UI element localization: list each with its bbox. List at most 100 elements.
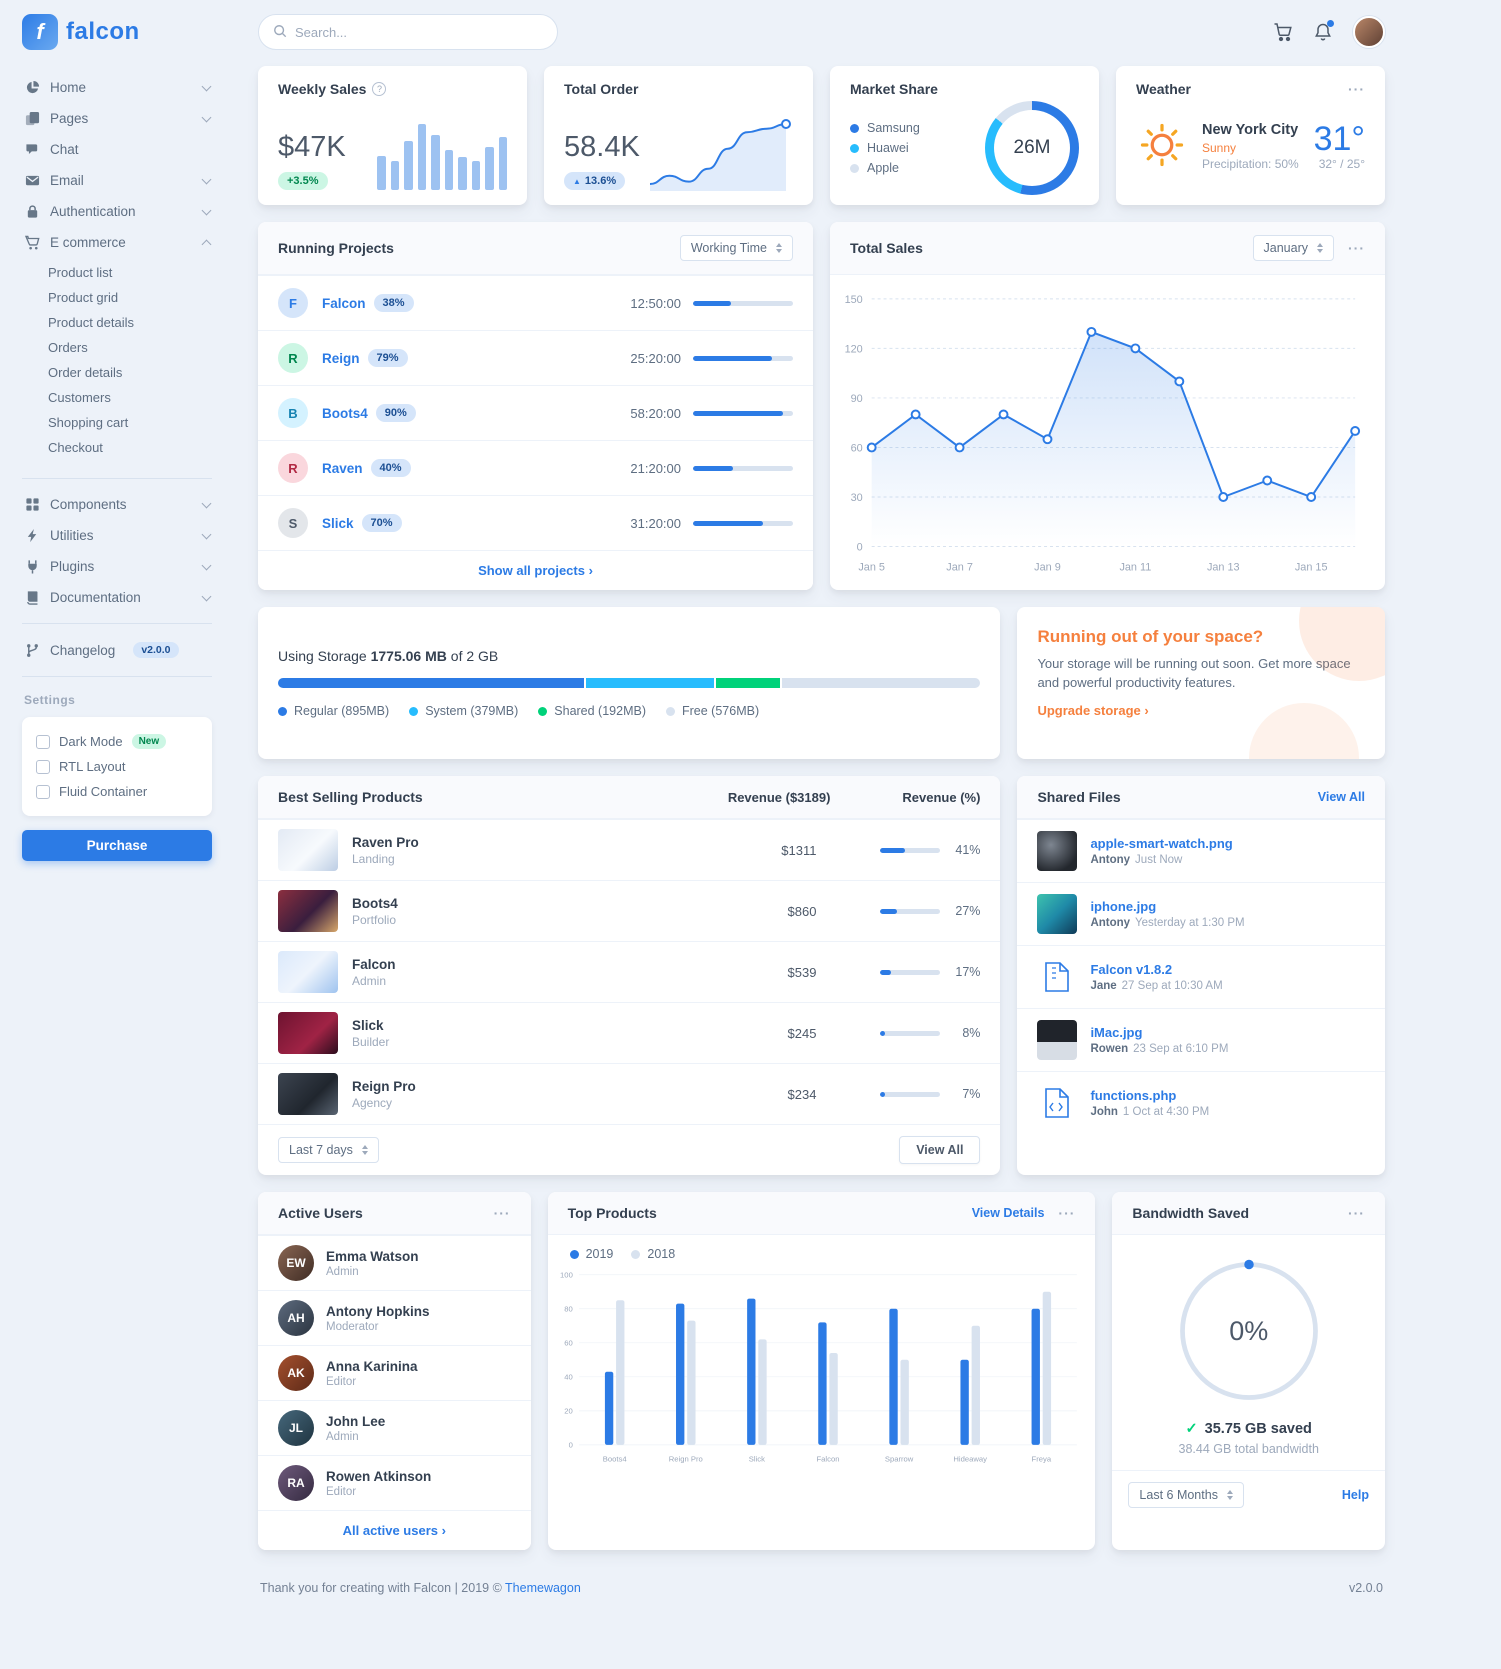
product-name[interactable]: Raven Pro [352, 834, 419, 850]
legend-item: Shared (192MB) [538, 704, 646, 718]
lock-icon [24, 204, 40, 219]
svg-text:Boots4: Boots4 [602, 1455, 627, 1464]
table-row: Raven Pro Landing $1311 41% [258, 819, 1001, 880]
themewagon-link[interactable]: Themewagon [505, 1581, 581, 1595]
list-item: Falcon v1.8.2 Jane 27 Sep at 10:30 AM [1017, 945, 1385, 1008]
sidebar-item-label: E commerce [50, 235, 126, 250]
file-name-link[interactable]: functions.php [1090, 1088, 1177, 1103]
file-name-link[interactable]: apple-smart-watch.png [1090, 836, 1233, 851]
project-name-link[interactable]: Falcon [322, 295, 366, 311]
upgrade-storage-link[interactable]: Upgrade storage › [1037, 702, 1149, 718]
list-item: RA Rowen Atkinson Editor [258, 1455, 531, 1510]
sidebar-item-customers[interactable]: Customers [48, 390, 111, 405]
weekly-sales-value: $47K [278, 131, 346, 164]
view-all-link[interactable]: View All [1317, 790, 1365, 804]
card-menu-icon[interactable]: ··· [493, 1205, 511, 1221]
card-menu-icon[interactable]: ··· [1347, 1205, 1365, 1221]
sidebar-item-product-grid[interactable]: Product grid [48, 290, 119, 305]
file-name-link[interactable]: iMac.jpg [1090, 1025, 1143, 1040]
sidebar-item-changelog[interactable]: Changelog v2.0.0 [22, 634, 212, 666]
project-time: 31:20:00 [630, 515, 681, 531]
user-name-link[interactable]: Rowen Atkinson [326, 1468, 432, 1484]
card-menu-icon[interactable]: ··· [1058, 1205, 1076, 1221]
info-icon[interactable]: ? [372, 82, 387, 96]
help-link[interactable]: Help [1341, 1488, 1369, 1502]
sidebar-item-authentication[interactable]: Authentication [22, 196, 212, 227]
bolt-icon [24, 528, 40, 543]
svg-text:20: 20 [564, 1407, 573, 1416]
avatar: JL [278, 1410, 314, 1446]
search-input[interactable] [295, 24, 543, 40]
user-name-link[interactable]: Anna Karinina [326, 1358, 418, 1374]
user-name-link[interactable]: Emma Watson [326, 1248, 419, 1264]
card-title: Active Users [278, 1205, 363, 1221]
show-all-projects-link[interactable]: Show all projects › [258, 550, 813, 590]
sidebar-item-order-details[interactable]: Order details [48, 365, 123, 380]
user-name-link[interactable]: Antony Hopkins [326, 1303, 430, 1319]
sidebar-item-email[interactable]: Email [22, 165, 212, 196]
product-name[interactable]: Slick [352, 1017, 384, 1033]
product-name[interactable]: Boots4 [352, 895, 398, 911]
project-progress-badge: 90% [375, 404, 416, 422]
sidebar-item-plugins[interactable]: Plugins [22, 551, 212, 582]
comments-icon [24, 142, 40, 157]
storage-row: Using Storage 1775.06 MB of 2 GB Regular… [258, 607, 1385, 759]
bell-icon[interactable] [1313, 20, 1334, 42]
view-all-button[interactable]: View All [899, 1136, 981, 1164]
purchase-button[interactable]: Purchase [22, 830, 212, 861]
sidebar-item-product-details[interactable]: Product details [48, 315, 134, 330]
legend-item: Huawei [850, 138, 920, 158]
month-select[interactable]: January [1252, 235, 1334, 261]
sidebar-item-utilities[interactable]: Utilities [22, 520, 212, 551]
file-name-link[interactable]: iphone.jpg [1090, 899, 1157, 914]
product-name[interactable]: Falcon [352, 956, 396, 972]
chevron-down-icon [201, 174, 212, 184]
brand-logo[interactable]: f falcon [22, 14, 212, 50]
sidebar-item-product-list[interactable]: Product list [48, 265, 113, 280]
project-name-link[interactable]: Boots4 [322, 405, 368, 421]
project-name-link[interactable]: Slick [322, 515, 354, 531]
sidebar-item-chat[interactable]: Chat [22, 134, 212, 165]
working-time-select[interactable]: Working Time [679, 235, 793, 261]
user-name-link[interactable]: John Lee [326, 1413, 386, 1429]
cart-icon[interactable] [1273, 22, 1293, 42]
sidebar-item-documentation[interactable]: Documentation [22, 582, 212, 613]
user-role: Moderator [326, 1320, 379, 1333]
revenue-progress-bar [880, 969, 941, 975]
sidebar-item-ecommerce[interactable]: E commerce [22, 227, 212, 258]
search-icon [273, 24, 287, 41]
card-menu-icon[interactable]: ··· [1348, 240, 1365, 256]
sidebar-item-shopping-cart[interactable]: Shopping cart [48, 415, 129, 430]
card-title: Total Sales [850, 240, 923, 256]
sidebar-item-checkout[interactable]: Checkout [48, 440, 103, 455]
rtl-layout-toggle[interactable]: RTL Layout [36, 754, 198, 779]
fluid-container-toggle[interactable]: Fluid Container [36, 779, 198, 804]
chevron-down-icon [201, 591, 212, 601]
project-name-link[interactable]: Raven [322, 460, 363, 476]
dark-mode-toggle[interactable]: Dark Mode New [36, 729, 198, 754]
list-item: JL John Lee Admin [258, 1400, 531, 1455]
bottom-row: Active Users ··· EW Emma Watson Admin AH … [258, 1192, 1385, 1550]
file-author: John [1090, 1106, 1118, 1118]
project-name-link[interactable]: Reign [322, 350, 360, 366]
user-role: Editor [326, 1485, 357, 1498]
chart-pie-icon [24, 80, 40, 95]
view-details-link[interactable]: View Details [971, 1206, 1045, 1220]
period-select[interactable]: Last 6 Months [1128, 1482, 1244, 1508]
sidebar-item-orders[interactable]: Orders [48, 340, 88, 355]
project-time: 25:20:00 [630, 350, 681, 366]
sidebar-item-home[interactable]: Home [22, 72, 212, 103]
user-avatar[interactable] [1353, 16, 1385, 48]
card-menu-icon[interactable]: ··· [1348, 81, 1365, 97]
product-name[interactable]: Reign Pro [352, 1078, 416, 1094]
total-order-badge: ▲ 13.6% [564, 172, 626, 190]
legend-item: 2018 [631, 1247, 675, 1261]
search-box[interactable] [258, 14, 558, 50]
all-active-users-link[interactable]: All active users › [258, 1510, 531, 1550]
file-name-link[interactable]: Falcon v1.8.2 [1090, 962, 1173, 977]
sidebar-item-pages[interactable]: Pages [22, 103, 212, 134]
sidebar-item-components[interactable]: Components [22, 489, 212, 520]
project-row: F Falcon 38% 12:50:00 [258, 275, 813, 330]
date-range-select[interactable]: Last 7 days [278, 1137, 379, 1163]
legend-dot [666, 706, 675, 716]
